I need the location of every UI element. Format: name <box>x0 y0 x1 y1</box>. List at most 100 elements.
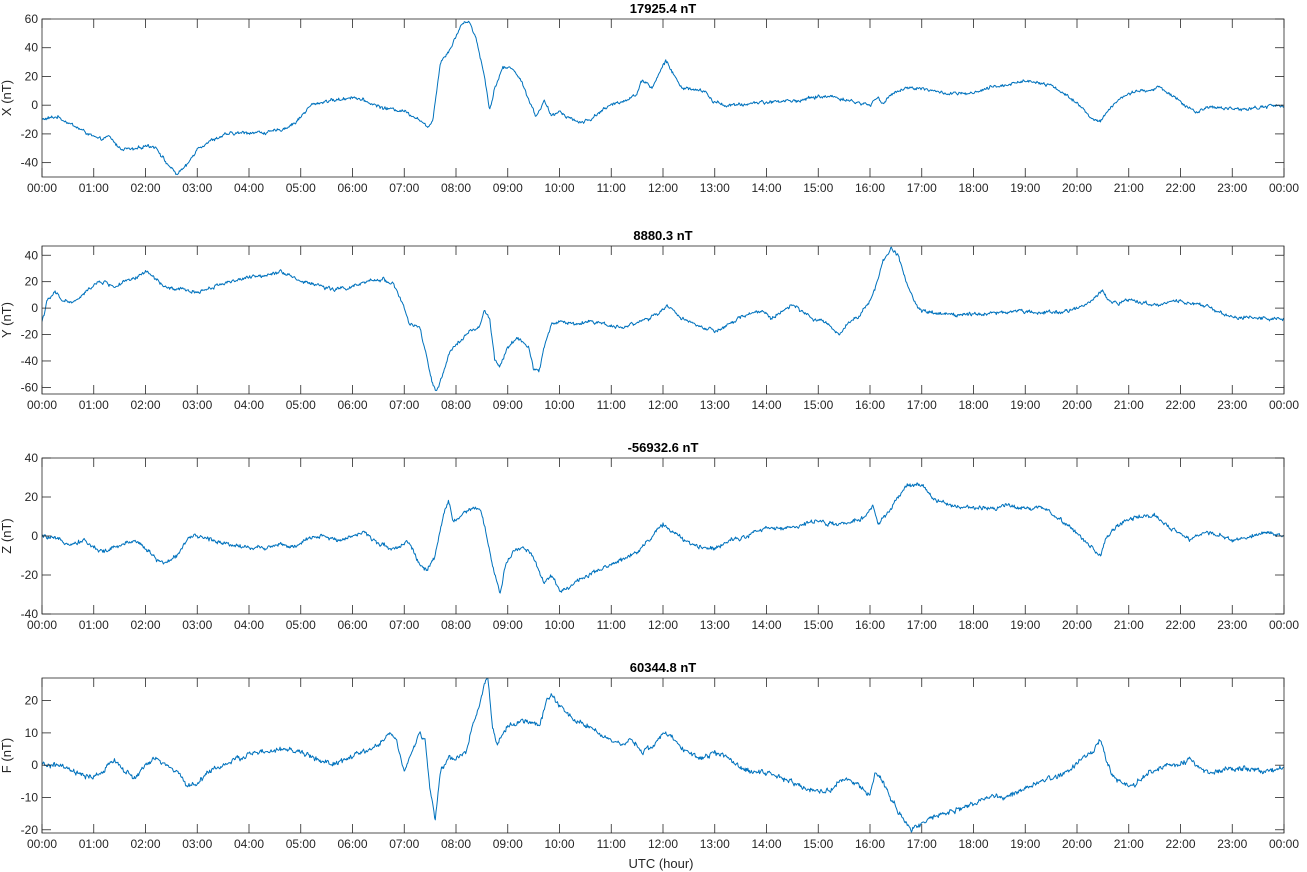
x-tick-label: 04:00 <box>234 398 264 412</box>
chart-title: 60344.8 nT <box>630 660 697 675</box>
x-tick-label: 17:00 <box>907 181 937 195</box>
x-tick-label: 18:00 <box>958 837 988 851</box>
x-tick-label: 18:00 <box>958 398 988 412</box>
series-line <box>42 482 1284 594</box>
x-tick-label: 05:00 <box>286 618 316 632</box>
y-tick-label: -10 <box>21 790 39 804</box>
x-tick-label: 15:00 <box>803 181 833 195</box>
x-tick-label: 10:00 <box>544 398 574 412</box>
x-tick-label: 06:00 <box>337 181 367 195</box>
x-tick-label: 12:00 <box>648 837 678 851</box>
x-tick-label: 08:00 <box>441 618 471 632</box>
series-line <box>42 246 1284 392</box>
y-tick-label: 40 <box>25 248 39 262</box>
x-tick-label: 21:00 <box>1114 618 1144 632</box>
x-tick-label: 22:00 <box>1165 398 1195 412</box>
x-tick-label: 06:00 <box>337 618 367 632</box>
plot-area <box>42 246 1284 394</box>
chart-title: -56932.6 nT <box>628 440 699 455</box>
x-tick-label: 09:00 <box>493 837 523 851</box>
chart-title: 8880.3 nT <box>633 228 692 243</box>
x-tick-label: 22:00 <box>1165 837 1195 851</box>
x-tick-label: 19:00 <box>1010 181 1040 195</box>
x-tick-label: 08:00 <box>441 398 471 412</box>
x-tick-label: 14:00 <box>751 398 781 412</box>
x-tick-label: 15:00 <box>803 837 833 851</box>
x-tick-label: 18:00 <box>958 618 988 632</box>
x-tick-label: 19:00 <box>1010 837 1040 851</box>
x-tick-label: 16:00 <box>855 181 885 195</box>
x-tick-label: 23:00 <box>1217 618 1247 632</box>
x-tick-label: 13:00 <box>700 398 730 412</box>
x-tick-label: 21:00 <box>1114 181 1144 195</box>
y-tick-label: 0 <box>31 758 38 772</box>
y-tick-label: 0 <box>31 98 38 112</box>
y-tick-label: 0 <box>31 301 38 315</box>
x-tick-label: 20:00 <box>1062 837 1092 851</box>
y-tick-label: 20 <box>25 275 39 289</box>
x-tick-label: 20:00 <box>1062 181 1092 195</box>
x-tick-label: 04:00 <box>234 618 264 632</box>
x-tick-label: 19:00 <box>1010 398 1040 412</box>
x-tick-label: 02:00 <box>130 618 160 632</box>
x-tick-label: 07:00 <box>389 398 419 412</box>
x-tick-label: 04:00 <box>234 837 264 851</box>
x-tick-label: 15:00 <box>803 618 833 632</box>
y-tick-label: -20 <box>21 823 39 837</box>
y-axis-label: Y (nT) <box>0 302 14 338</box>
x-tick-label: 11:00 <box>597 181 626 195</box>
x-tick-label: 09:00 <box>493 398 523 412</box>
x-tick-label: 09:00 <box>493 618 523 632</box>
x-tick-label: 19:00 <box>1010 618 1040 632</box>
y-tick-label: 40 <box>25 451 39 465</box>
x-tick-label: 23:00 <box>1217 837 1247 851</box>
plot-area <box>42 458 1284 614</box>
y-tick-label: -40 <box>21 156 39 170</box>
x-tick-label: 11:00 <box>597 618 626 632</box>
x-tick-label: 10:00 <box>544 618 574 632</box>
x-tick-label: 23:00 <box>1217 181 1247 195</box>
x-tick-label: 18:00 <box>958 181 988 195</box>
x-tick-label: 17:00 <box>907 618 937 632</box>
x-tick-label: 20:00 <box>1062 398 1092 412</box>
x-tick-label: 14:00 <box>751 837 781 851</box>
axes-frame <box>41 457 1285 615</box>
chart-panel-3: 00:00 01:00 02:00 03:00 04:00 05:00 06:00 07:00… <box>0 440 1299 632</box>
x-tick-label: 03:00 <box>182 618 212 632</box>
x-tick-label: 00:00 <box>27 618 57 632</box>
x-tick-label: 12:00 <box>648 181 678 195</box>
x-tick-label: 02:00 <box>130 181 160 195</box>
x-tick-label: 04:00 <box>234 181 264 195</box>
x-tick-label: 21:00 <box>1114 398 1144 412</box>
x-tick-label: 21:00 <box>1114 837 1144 851</box>
axes-frame <box>41 245 1285 395</box>
x-tick-label: 08:00 <box>441 837 471 851</box>
axes-frame <box>41 677 1285 834</box>
x-tick-label: 11:00 <box>597 837 626 851</box>
x-tick-label: 16:00 <box>855 398 885 412</box>
y-tick-label: -60 <box>21 380 39 394</box>
x-tick-label: 01:00 <box>79 181 109 195</box>
panels: 00:00 01:00 02:00 03:00 04:00 05:00 06:00 07:00… <box>0 1 1299 851</box>
x-tick-label: 01:00 <box>79 837 109 851</box>
plot-area <box>42 678 1284 833</box>
x-tick-label: 05:00 <box>286 837 316 851</box>
y-tick-label: -20 <box>21 568 39 582</box>
x-axis-label: UTC (hour) <box>628 856 693 871</box>
x-tick-label: 22:00 <box>1165 618 1195 632</box>
series-line <box>42 678 1284 833</box>
x-tick-label: 00:00 <box>1269 837 1299 851</box>
y-axis-label: X (nT) <box>0 80 14 116</box>
x-tick-label: 23:00 <box>1217 398 1247 412</box>
y-tick-label: -40 <box>21 354 39 368</box>
x-tick-label: 14:00 <box>751 181 781 195</box>
y-tick-label: 10 <box>25 726 39 740</box>
x-tick-label: 00:00 <box>27 181 57 195</box>
x-tick-label: 02:00 <box>130 398 160 412</box>
axes-frame <box>41 18 1285 178</box>
x-tick-label: 00:00 <box>1269 181 1299 195</box>
x-tick-label: 01:00 <box>79 398 109 412</box>
y-tick-label: -20 <box>21 127 39 141</box>
x-tick-label: 05:00 <box>286 398 316 412</box>
